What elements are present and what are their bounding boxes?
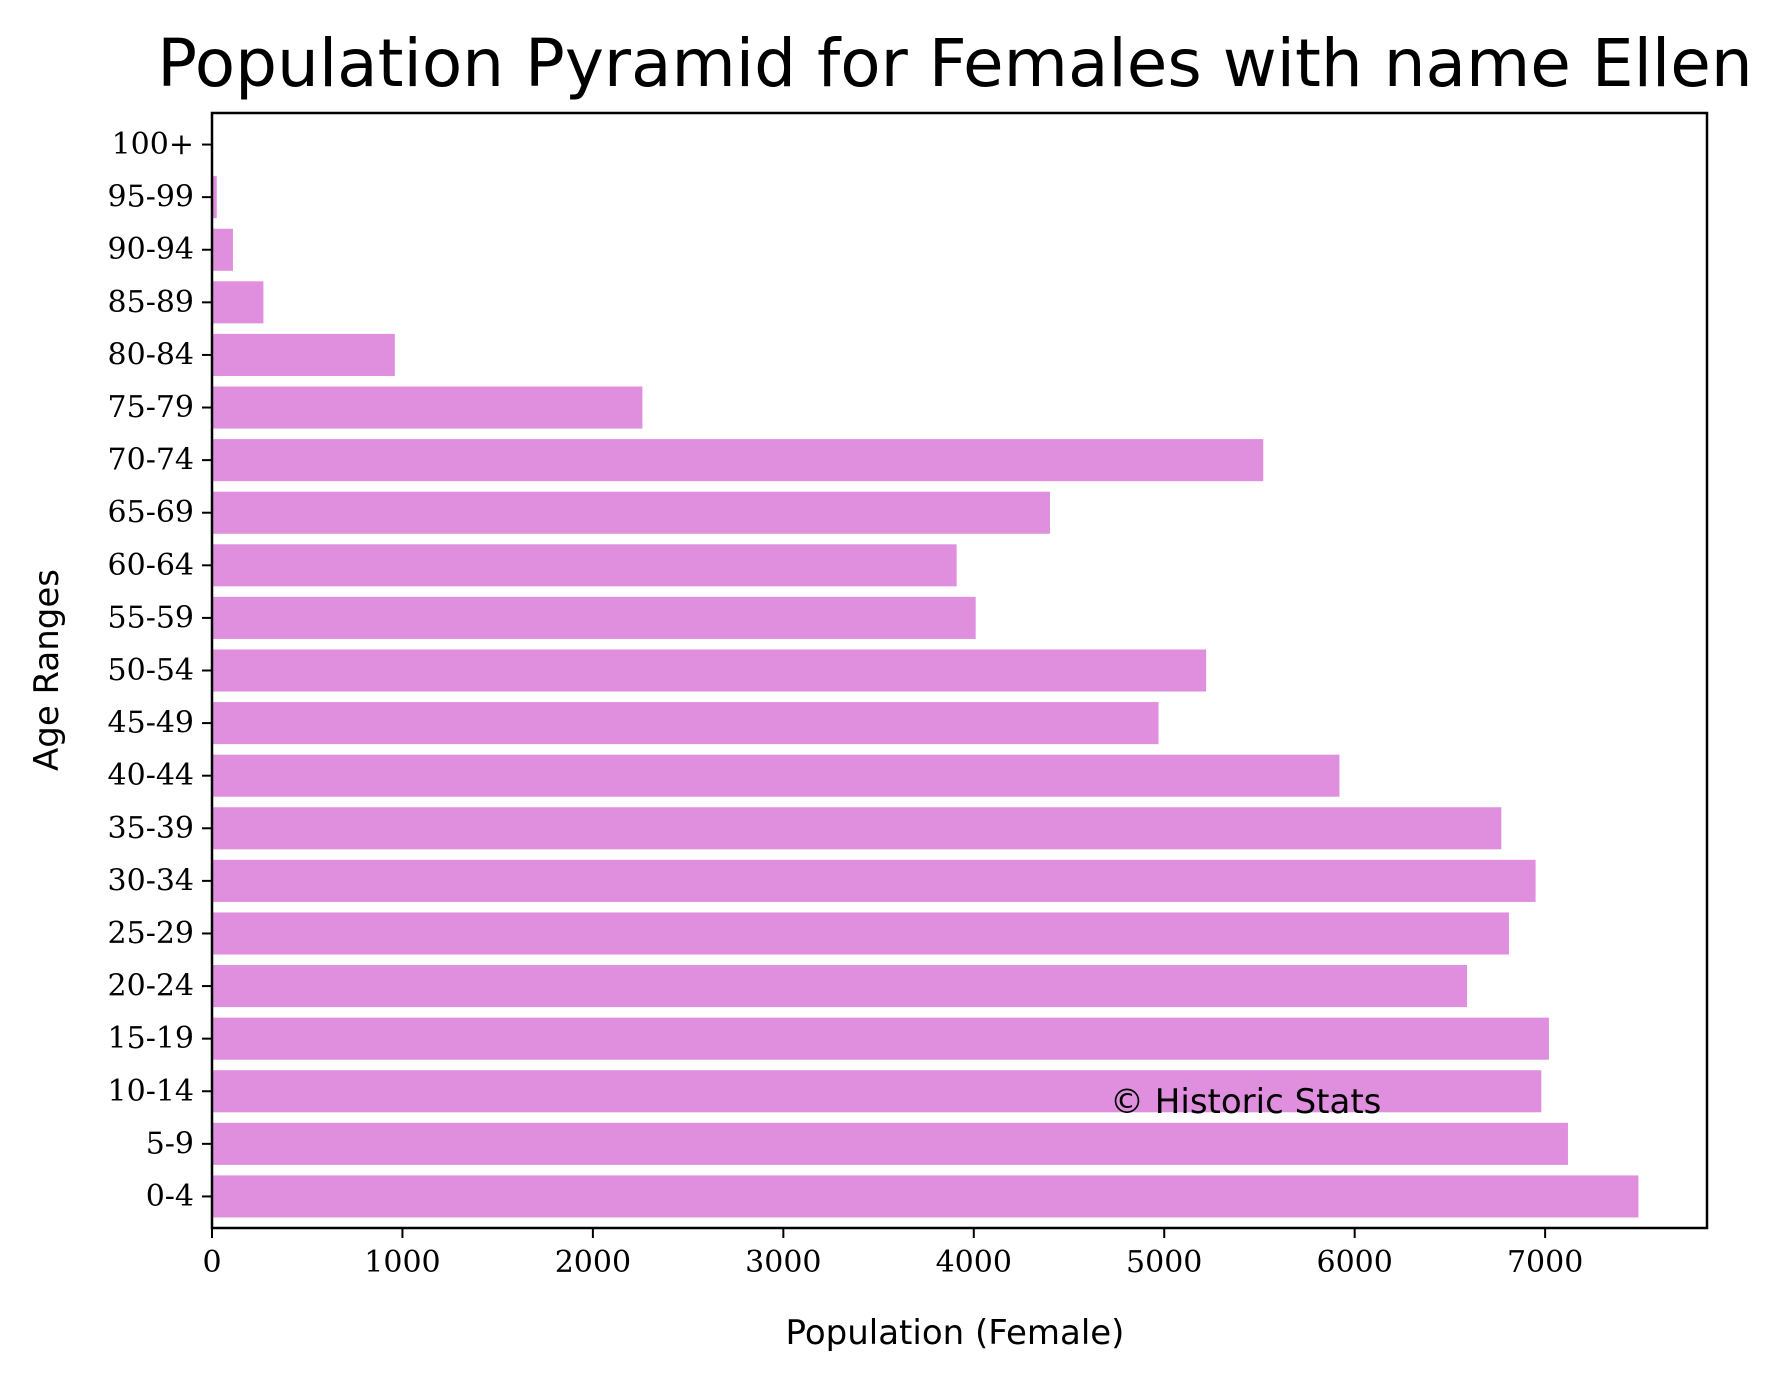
- x-tick-label: 3000: [745, 1245, 821, 1280]
- bar-70-74: [212, 439, 1264, 482]
- y-tick-label: 5-9: [146, 1126, 194, 1161]
- y-tick-label: 20-24: [108, 969, 194, 1004]
- y-tick-label: 95-99: [108, 180, 194, 215]
- bar-60-64: [212, 544, 957, 587]
- y-tick-label: 60-64: [108, 548, 194, 583]
- y-tick-label: 10-14: [108, 1074, 194, 1109]
- bar-10-14: [212, 1070, 1542, 1113]
- y-tick-label: 40-44: [108, 758, 194, 793]
- y-tick-label: 45-49: [108, 706, 194, 741]
- y-tick-label: 75-79: [108, 390, 194, 425]
- x-axis-ticks: 0 1000 2000 3000 4000 5000 6000 7000: [202, 1228, 1583, 1280]
- bar-50-54: [212, 649, 1207, 692]
- bar-30-34: [212, 859, 1536, 902]
- y-tick-label: 15-19: [108, 1021, 194, 1056]
- y-tick-label: 0-4: [146, 1179, 194, 1214]
- bar-20-24: [212, 965, 1468, 1008]
- bar-85-89: [212, 281, 264, 324]
- y-tick-label: 100+: [112, 127, 194, 162]
- x-tick-label: 0: [202, 1245, 221, 1280]
- y-axis-ticks: 0-4 5-9 10-14 15-19 20-24 25-29 30-34 35-39 40-4…: [108, 127, 212, 1214]
- y-tick-label: 80-84: [108, 337, 194, 372]
- x-tick-label: 6000: [1316, 1245, 1392, 1280]
- bar-90-94: [212, 228, 233, 271]
- y-tick-label: 55-59: [108, 600, 194, 635]
- bar-15-19: [212, 1017, 1549, 1060]
- y-tick-label: 25-29: [108, 916, 194, 951]
- y-tick-label: 30-34: [108, 863, 194, 898]
- x-tick-label: 1000: [364, 1245, 440, 1280]
- x-tick-label: 7000: [1507, 1245, 1583, 1280]
- y-tick-label: 90-94: [108, 232, 194, 267]
- y-tick-label: 85-89: [108, 285, 194, 320]
- bar-75-79: [212, 386, 643, 429]
- bar-95-99: [212, 176, 217, 219]
- x-tick-label: 5000: [1126, 1245, 1202, 1280]
- bar-55-59: [212, 596, 976, 639]
- plot-frame: [210, 111, 1709, 1230]
- x-tick-label: 4000: [936, 1245, 1012, 1280]
- y-tick-label: 70-74: [108, 443, 194, 478]
- bar-0-4: [212, 1175, 1639, 1218]
- bar-65-69: [212, 491, 1050, 534]
- bar-5-9: [212, 1122, 1568, 1165]
- y-tick-label: 50-54: [108, 653, 194, 688]
- y-tick-label: 35-39: [108, 811, 194, 846]
- y-tick-label: 65-69: [108, 495, 194, 530]
- bar-35-39: [212, 807, 1502, 850]
- x-axis-label: Population (Female): [786, 1313, 1125, 1353]
- bar-40-44: [212, 754, 1340, 797]
- y-axis-label: Age Ranges: [27, 569, 67, 771]
- bars-group: [212, 176, 1639, 1218]
- bar-45-49: [212, 702, 1159, 745]
- watermark-text: © Historic Stats: [1110, 1082, 1381, 1122]
- chart-title: Population Pyramid for Females with name…: [157, 25, 1752, 102]
- bar-80-84: [212, 333, 395, 376]
- x-tick-label: 2000: [555, 1245, 631, 1280]
- bar-25-29: [212, 912, 1509, 955]
